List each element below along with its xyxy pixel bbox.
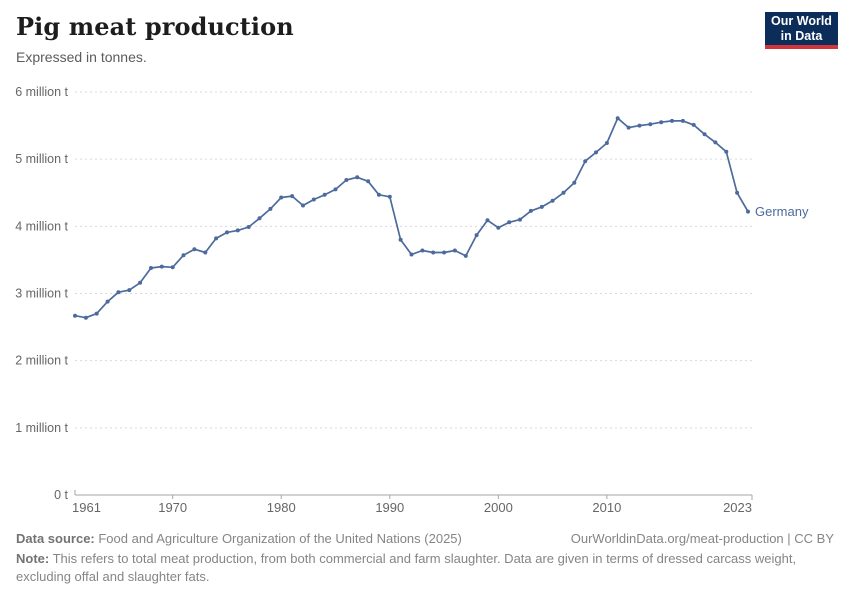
data-point[interactable] [290, 194, 295, 199]
series-line-germany[interactable] [74, 117, 749, 319]
data-point[interactable] [149, 266, 153, 270]
data-point[interactable] [127, 288, 132, 293]
y-tick-label: 2 million t [15, 354, 68, 368]
data-point[interactable] [420, 248, 425, 253]
data-point[interactable] [268, 206, 273, 211]
data-point[interactable] [83, 315, 88, 320]
data-point[interactable] [680, 118, 685, 123]
data-point[interactable] [257, 216, 262, 221]
data-point[interactable] [496, 225, 501, 230]
x-tick-label: 2023 [723, 500, 752, 515]
data-point[interactable] [648, 122, 653, 127]
y-tick-label: 3 million t [15, 287, 68, 301]
chart-subtitle: Expressed in tonnes. [16, 49, 147, 65]
data-point[interactable] [539, 204, 544, 209]
series-markers-germany[interactable] [73, 116, 750, 320]
data-point[interactable] [235, 228, 240, 233]
data-point[interactable] [735, 190, 740, 195]
x-axis [74, 490, 753, 500]
x-tick-label: 1961 [72, 500, 101, 515]
data-point[interactable] [376, 192, 381, 197]
data-point[interactable] [583, 159, 588, 164]
owid-logo: Our World in Data [765, 12, 838, 49]
data-point[interactable] [225, 230, 229, 235]
y-tick-label: 0 t [54, 488, 68, 502]
data-point[interactable] [105, 299, 110, 304]
data-point[interactable] [366, 179, 371, 184]
note-label: Note: [16, 551, 50, 566]
x-axis-labels: 1961 1970 1980 1990 2000 2010 2023 [72, 500, 752, 515]
data-source-line: Data source: Food and Agriculture Organi… [16, 530, 462, 548]
data-point[interactable] [181, 253, 186, 258]
data-point[interactable] [528, 208, 533, 213]
data-point[interactable] [203, 250, 208, 255]
data-point[interactable] [691, 122, 696, 127]
chart-footer: Data source: Food and Agriculture Organi… [16, 530, 834, 586]
data-point[interactable] [550, 198, 555, 203]
data-point[interactable] [670, 118, 674, 123]
data-point[interactable] [409, 252, 414, 257]
y-tick-label: 4 million t [15, 219, 68, 233]
data-source-text: Food and Agriculture Organization of the… [94, 531, 462, 546]
y-gridlines [75, 91, 752, 429]
data-point[interactable] [561, 190, 566, 195]
data-point[interactable] [387, 194, 392, 199]
data-point[interactable] [431, 250, 436, 255]
data-point[interactable] [724, 149, 729, 154]
data-point[interactable] [322, 192, 327, 197]
data-point[interactable] [138, 280, 143, 285]
owid-logo-line1: Our World [771, 13, 832, 28]
chart-canvas[interactable]: 0 t 1 million t 2 million t 3 million t 4 mi… [0, 0, 850, 525]
x-tick-label: 1980 [267, 500, 296, 515]
y-tick-label: 1 million t [15, 421, 68, 435]
data-point[interactable] [311, 197, 316, 202]
data-point[interactable] [637, 123, 642, 128]
data-point[interactable] [713, 140, 718, 145]
data-point[interactable] [659, 120, 664, 125]
data-point[interactable] [485, 218, 490, 223]
data-point[interactable] [463, 253, 468, 258]
y-tick-label: 5 million t [15, 152, 68, 166]
series-end-label: Germany [755, 204, 809, 219]
x-tick-label: 1990 [375, 500, 404, 515]
data-point[interactable] [442, 250, 447, 255]
data-source-label: Data source: [16, 531, 95, 546]
note-text: This refers to total meat production, fr… [16, 551, 797, 584]
data-point[interactable] [507, 220, 512, 225]
data-point[interactable] [518, 217, 522, 222]
data-point[interactable] [333, 187, 338, 192]
data-point[interactable] [279, 195, 284, 200]
x-tick-label: 1970 [158, 500, 187, 515]
chart-note: Note: This refers to total meat producti… [16, 550, 834, 586]
data-point[interactable] [474, 233, 479, 238]
data-point[interactable] [594, 150, 598, 155]
data-point[interactable] [246, 225, 251, 229]
data-point[interactable] [94, 311, 99, 316]
data-point[interactable] [398, 237, 403, 242]
data-point[interactable] [192, 247, 197, 252]
data-point[interactable] [116, 290, 121, 295]
data-point[interactable] [572, 180, 577, 185]
data-point[interactable] [702, 132, 707, 137]
data-point[interactable] [214, 236, 219, 241]
data-point[interactable] [355, 175, 360, 180]
rights-text: OurWorldinData.org/meat-production | CC … [570, 531, 834, 546]
data-point[interactable] [73, 313, 77, 318]
owid-logo-line2: in Data [780, 28, 823, 43]
data-point[interactable] [604, 141, 609, 145]
data-point[interactable] [170, 265, 175, 270]
data-point[interactable] [159, 264, 164, 269]
data-point[interactable] [746, 209, 750, 214]
page-title: Pig meat production [16, 12, 294, 41]
data-point[interactable] [452, 248, 457, 253]
data-point[interactable] [626, 125, 631, 130]
data-point[interactable] [301, 203, 305, 208]
data-point[interactable] [344, 178, 349, 182]
y-tick-label: 6 million t [15, 85, 68, 99]
y-axis-labels: 0 t 1 million t 2 million t 3 million t 4 mi… [15, 85, 68, 502]
data-point[interactable] [615, 116, 620, 121]
x-tick-label: 2010 [592, 500, 621, 515]
x-tick-label: 2000 [484, 500, 513, 515]
